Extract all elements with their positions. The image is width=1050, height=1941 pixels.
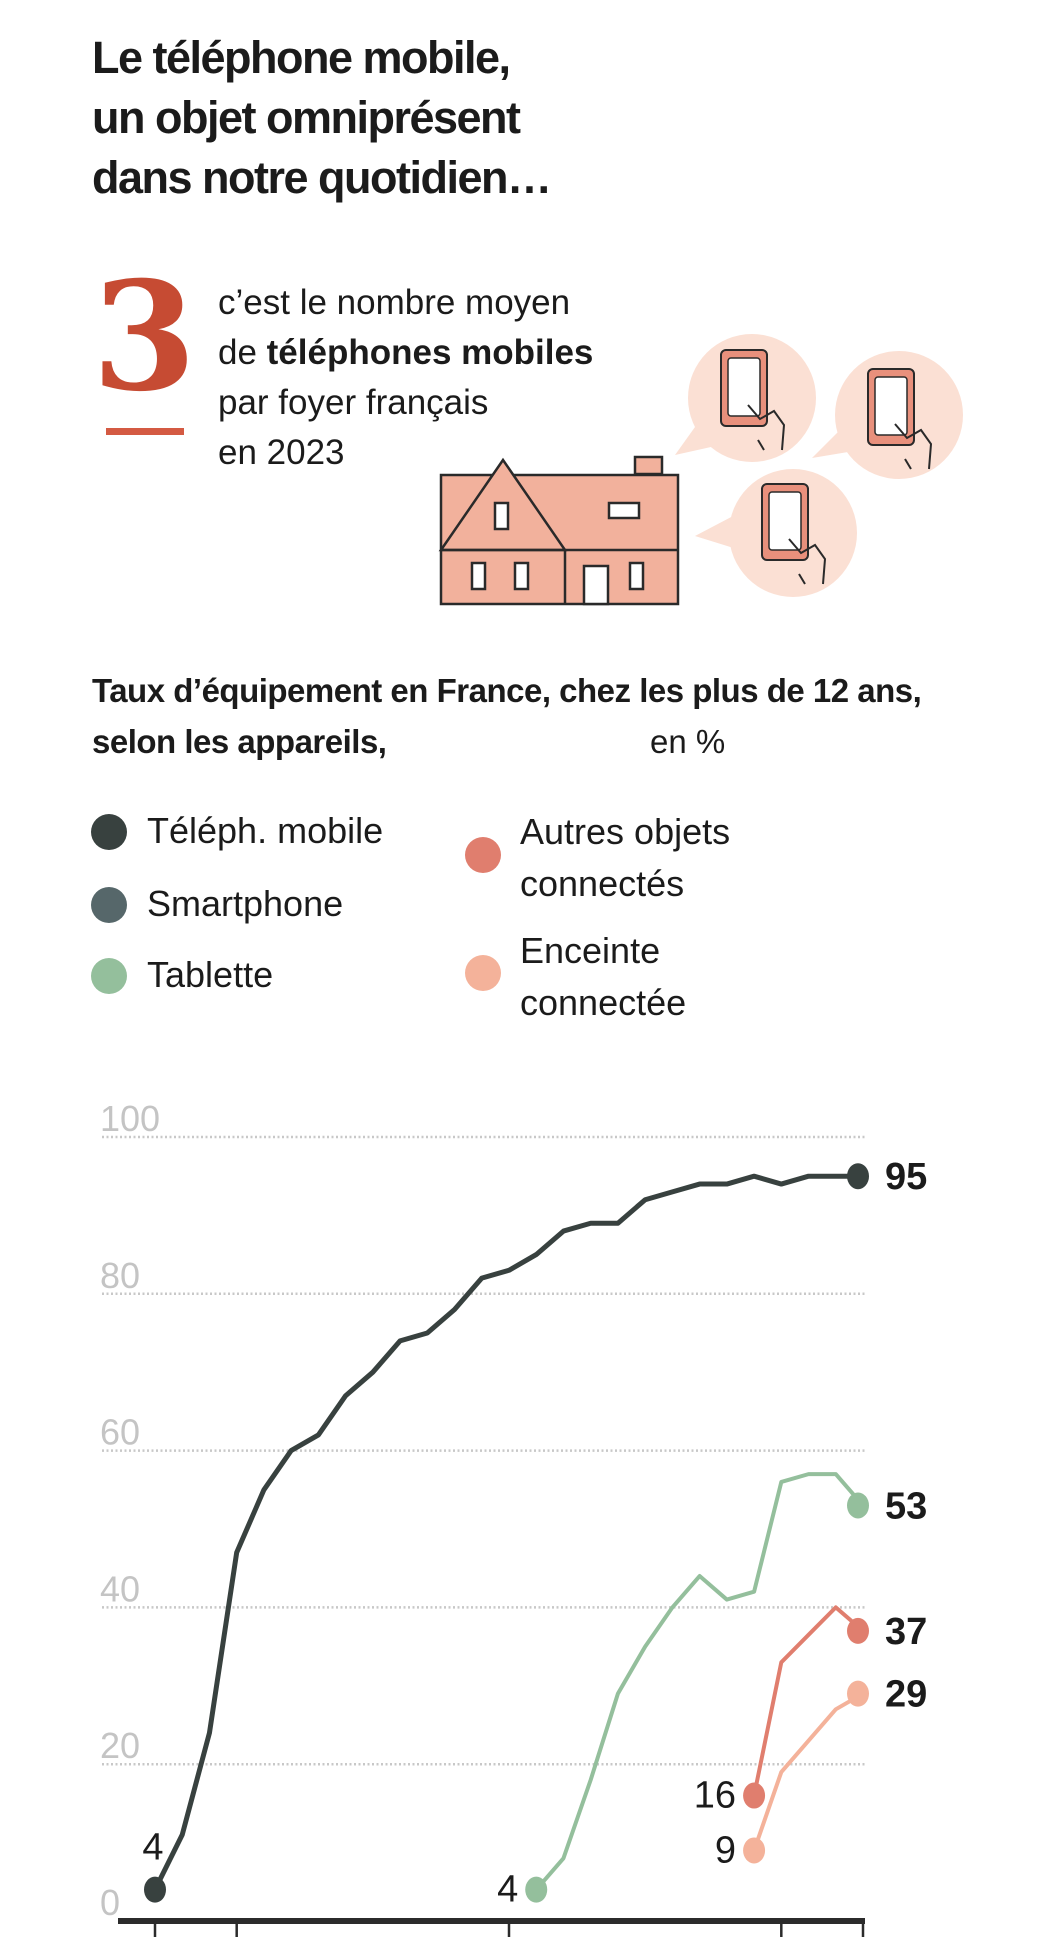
house-icon <box>438 455 680 606</box>
legend-label: Enceinte connectée <box>520 925 686 1029</box>
stat-line: de téléphones mobiles <box>218 328 593 378</box>
start-data-label: 4 <box>142 1827 163 1869</box>
end-point <box>847 1163 869 1190</box>
legend-label: Téléph. mobile <box>147 810 384 851</box>
series-line <box>534 1472 865 1891</box>
y-tick-label: 0 <box>100 1882 120 1923</box>
legend-dot-autres <box>465 837 501 873</box>
legend-label: Autres objets connectés <box>520 806 730 910</box>
start-point <box>525 1876 548 1903</box>
end-point <box>847 1680 869 1707</box>
end-point <box>847 1492 869 1519</box>
series-line <box>752 1691 864 1852</box>
phone-in-hand-icon <box>812 351 963 479</box>
chart-title: Taux d’équipement en France, chez les pl… <box>92 665 972 767</box>
stat-underline <box>106 428 184 435</box>
phone-in-hand-icon <box>695 469 857 597</box>
legend-label-line: Autres objets <box>520 811 731 852</box>
stat-line: en 2023 <box>218 433 345 472</box>
stat-line: c’est le nombre moyen <box>218 283 571 322</box>
end-data-label: 53 <box>885 1485 927 1527</box>
end-data-label: 37 <box>885 1611 927 1653</box>
end-data-label: 95 <box>885 1156 927 1198</box>
chart-title-unit: en % <box>650 723 726 760</box>
start-point <box>743 1837 766 1864</box>
start-data-label: 9 <box>715 1829 736 1871</box>
start-point <box>743 1782 766 1809</box>
legend-dot-tablette <box>91 958 127 994</box>
series-line <box>752 1605 865 1796</box>
series-line <box>152 1173 863 1891</box>
legend-dot-smartphone <box>91 887 127 923</box>
end-point <box>847 1617 869 1644</box>
end-data-label: 29 <box>885 1674 927 1716</box>
page-title: Le téléphone mobile, un objet omniprésen… <box>92 28 552 208</box>
big-stat-number: 3 <box>92 249 197 425</box>
y-tick-label: 100 <box>100 1098 160 1139</box>
legend-dot-mobile <box>91 814 127 850</box>
title-line: dans notre quotidien… <box>92 152 552 203</box>
y-tick-label: 40 <box>100 1568 140 1609</box>
legend-label: Tablette <box>147 954 274 995</box>
stat-description: c’est le nombre moyen de téléphones mobi… <box>218 278 593 478</box>
phone-in-hand-icon <box>675 334 816 462</box>
legend-label-line: Enceinte <box>520 930 661 971</box>
phone-bubbles <box>675 334 963 597</box>
y-tick-label: 20 <box>100 1725 140 1766</box>
legend-label-line: connectée <box>520 982 687 1023</box>
stat-text-prefix: de <box>218 333 267 372</box>
stat-line: par foyer français <box>218 383 489 422</box>
stat-bold: téléphones mobiles <box>266 333 594 372</box>
chart-title-bold: Taux d’équipement en France, chez les pl… <box>92 672 922 760</box>
y-tick-label: 80 <box>100 1255 140 1296</box>
y-tick-label: 60 <box>100 1412 140 1453</box>
legend-label: Smartphone <box>147 883 344 924</box>
title-line: un objet omniprésent <box>92 92 521 143</box>
house-phones-illustration <box>438 334 963 606</box>
legend-dot-enceinte <box>465 955 501 991</box>
start-data-label: 16 <box>694 1775 736 1817</box>
start-data-label: 4 <box>497 1869 518 1911</box>
title-line: Le téléphone mobile, <box>92 32 511 83</box>
start-point <box>144 1876 166 1903</box>
legend-label-line: connectés <box>520 863 685 904</box>
